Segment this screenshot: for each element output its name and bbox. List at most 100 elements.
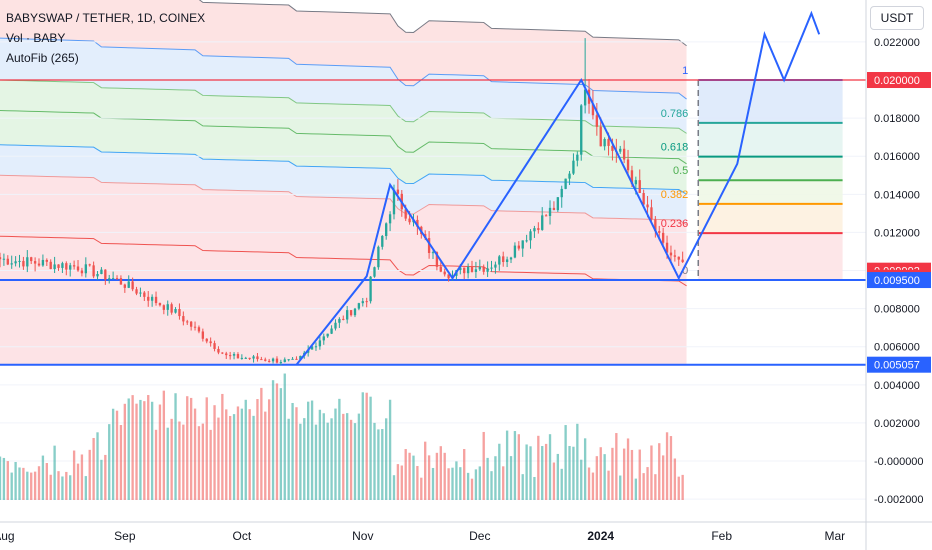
volume-bar [314,424,318,500]
volume-bar [49,474,52,500]
candle-body [232,354,236,356]
pattern-drawing-line[interactable] [295,10,821,366]
volume-bar [111,408,115,500]
price-label-text: 0.005057 [874,360,920,372]
candle-body [396,189,400,194]
candle-body [279,362,283,364]
candle-body [646,204,649,208]
candle-body [291,358,294,360]
candle-body [143,292,146,297]
volume-bar [299,423,302,500]
volume-bar [330,418,333,500]
candle-body [498,256,501,265]
volume-bar [209,429,212,500]
volume-bar [178,421,181,500]
price-tick-label: 0.022000 [874,37,920,49]
autofib-indicator-label[interactable]: AutoFib (265) [6,51,79,65]
price-label-badge [867,272,931,289]
volume-bar [498,443,501,500]
candle-body [642,193,645,205]
price-label-text: 0.020000 [874,75,920,87]
candle-body [622,148,626,160]
candle-body [65,263,68,270]
volume-bar [14,461,17,500]
candle-body [135,289,138,294]
candle-body [264,359,267,361]
volume-bar [166,427,169,500]
volume-bar [622,448,626,500]
volume-bar [10,472,13,500]
volume-bar [186,396,189,500]
candle-body [45,259,48,262]
candle-body [225,353,228,356]
candle-body [10,263,13,265]
candle-body [673,255,677,257]
volume-bar [228,415,232,500]
candle-body [603,139,606,147]
candle-body [494,264,497,268]
symbol-title[interactable]: BABYSWAP / TETHER, 1D, COINEX [6,11,206,25]
volume-bar [201,423,205,500]
candle-body [439,266,442,272]
volume-bar [583,438,587,500]
volume-bar [408,452,411,500]
candle-body [463,267,466,274]
candle-body [330,328,333,334]
candle-body [599,126,602,147]
volume-bar [338,398,341,500]
fib-level-label: 0.786 [661,108,689,120]
volume-bar [650,445,653,500]
candle-body [591,103,595,116]
time-tick-label: Mar [824,529,845,543]
candle-body [18,260,21,262]
volume-bar [544,443,548,500]
volume-bar [630,449,634,500]
candle-body [57,264,60,268]
volume-bar [505,430,509,500]
candle-body [626,159,630,171]
volume-bar [248,409,251,500]
candle-body [349,310,353,316]
volume-bar [447,468,450,500]
time-tick-label: Nov [352,529,373,543]
candle-body [544,215,548,217]
volume-bar [541,446,544,500]
volume-bar [502,466,505,500]
candle-body [568,173,571,179]
volume-bar [396,464,400,500]
candle-body [630,170,634,185]
volume-bar [416,466,419,500]
candle-body [502,256,505,263]
candle-body [275,358,279,363]
time-tick-label: Feb [711,529,732,543]
candle-body [96,274,99,277]
candle-body [681,259,684,263]
candle-body [443,271,446,275]
currency-button[interactable]: USDT [870,6,924,30]
fib-band-line [198,0,687,47]
candle-body [154,296,158,304]
candle-body [299,355,302,360]
volume-bar [236,406,240,500]
volume-bar [634,478,638,500]
candle-body [607,139,610,146]
candle-body [104,269,107,280]
volume-indicator-label[interactable]: Vol · BABY [6,31,66,45]
volume-bar [377,429,380,500]
volume-bar [595,456,599,500]
candle-body [509,257,513,260]
candle-body [385,223,388,237]
candle-body [357,303,361,309]
volume-bar [174,393,177,500]
candle-body [244,357,247,359]
volume-bar [439,446,442,500]
volume-bar [115,410,119,500]
volume-bar [521,474,524,500]
candle-body [76,266,80,271]
candle-body [6,258,9,265]
price-tick-label: -0.002000 [874,494,924,506]
volume-bar [318,409,322,500]
fib-band-zone [0,38,687,134]
candle-body [619,148,622,152]
